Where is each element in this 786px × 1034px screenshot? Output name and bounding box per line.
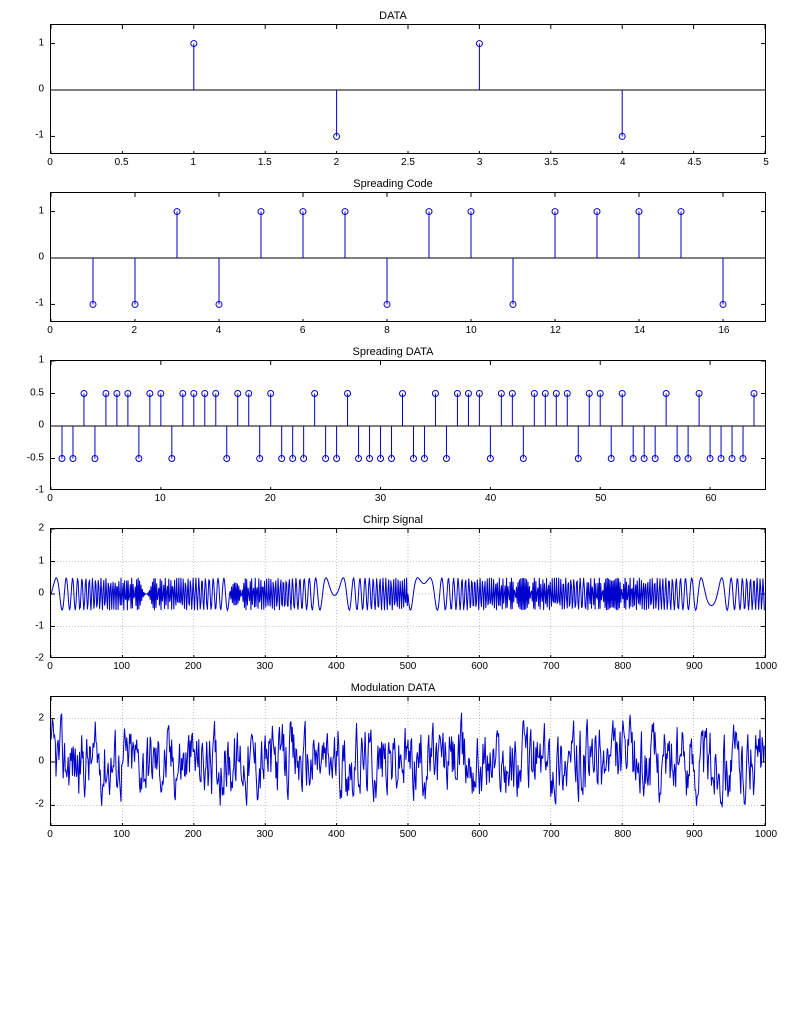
- panel-title-chirp: Chirp Signal: [10, 514, 776, 526]
- xtick-label: 60: [705, 490, 716, 504]
- xtick-label: 800: [614, 658, 631, 672]
- ytick-label: 0: [38, 252, 50, 263]
- xtick-label: 12: [550, 322, 561, 336]
- ytick-label: -1: [35, 130, 50, 141]
- xtick-label: 30: [375, 490, 386, 504]
- xtick-label: 3.5: [544, 154, 558, 168]
- xtick-label: 500: [400, 826, 417, 840]
- xtick-label: 100: [113, 826, 130, 840]
- panel-title-spreading_data: Spreading DATA: [10, 346, 776, 358]
- plot-area-data: [50, 24, 766, 154]
- xtick-label: 40: [485, 490, 496, 504]
- ytick-label: 0: [38, 420, 50, 431]
- xtick-label: 0: [47, 154, 53, 168]
- xtick-label: 700: [543, 658, 560, 672]
- xtick-label: 1000: [755, 658, 777, 672]
- panel-title-modulation: Modulation DATA: [10, 682, 776, 694]
- xtick-label: 500: [400, 658, 417, 672]
- xtick-label: 300: [256, 826, 273, 840]
- xtick-label: 900: [686, 826, 703, 840]
- ytick-label: 0: [38, 588, 50, 599]
- ytick-label: 1: [38, 205, 50, 216]
- ytick-label: 1: [38, 37, 50, 48]
- xtick-label: 0.5: [115, 154, 129, 168]
- xtick-label: 2: [334, 154, 340, 168]
- xtick-label: 4: [620, 154, 626, 168]
- ytick-label: -1: [35, 298, 50, 309]
- xtick-label: 50: [595, 490, 606, 504]
- xtick-label: 0: [47, 490, 53, 504]
- xtick-label: 10: [155, 490, 166, 504]
- xtick-label: 200: [185, 658, 202, 672]
- xtick-label: 2.5: [401, 154, 415, 168]
- ytick-label: -0.5: [27, 452, 50, 463]
- xtick-label: 300: [256, 658, 273, 672]
- xtick-label: 1: [190, 154, 196, 168]
- xtick-label: 600: [471, 658, 488, 672]
- panel-data: DATA -1 0 1 0 0.5 1 1.5 2 2.5 3 3.5 4 4.5 5: [10, 10, 776, 170]
- xtick-label: 6: [300, 322, 306, 336]
- ytick-label: 0: [38, 84, 50, 95]
- xtick-label: 700: [543, 826, 560, 840]
- xtick-label: 2: [131, 322, 137, 336]
- xtick-label: 1000: [755, 826, 777, 840]
- xtick-label: 400: [328, 826, 345, 840]
- xtick-label: 0: [47, 826, 53, 840]
- xtick-label: 5: [763, 154, 769, 168]
- xtick-label: 4.5: [687, 154, 701, 168]
- xtick-label: 1.5: [258, 154, 272, 168]
- ytick-label: 1: [38, 555, 50, 566]
- xtick-label: 100: [113, 658, 130, 672]
- ytick-label: -1: [35, 620, 50, 631]
- ytick-label: 0.5: [30, 387, 50, 398]
- xtick-label: 800: [614, 826, 631, 840]
- xtick-label: 20: [265, 490, 276, 504]
- panel-modulation: Modulation DATA -2 0 2 0 100 200 300 400 500 600 70…: [10, 682, 776, 842]
- xtick-label: 10: [466, 322, 477, 336]
- xtick-label: 16: [718, 322, 729, 336]
- panel-title-spreading_code: Spreading Code: [10, 178, 776, 190]
- plot-area-spreading_code: [50, 192, 766, 322]
- panel-title-data: DATA: [10, 10, 776, 22]
- ytick-label: 2: [38, 712, 50, 723]
- plot-area-chirp: [50, 528, 766, 658]
- panel-chirp: Chirp Signal-2-1012010020030040050060070…: [10, 514, 776, 674]
- plot-area-spreading_data: [50, 360, 766, 490]
- xtick-label: 14: [634, 322, 645, 336]
- xtick-label: 3: [477, 154, 483, 168]
- ytick-label: 0: [38, 756, 50, 767]
- panel-spreading_data: Spreading DATA-1-0.500.510102030405060: [10, 346, 776, 506]
- plot-area-modulation: [50, 696, 766, 826]
- xtick-label: 4: [216, 322, 222, 336]
- xtick-label: 900: [686, 658, 703, 672]
- xtick-label: 200: [185, 826, 202, 840]
- xtick-label: 0: [47, 658, 53, 672]
- xtick-label: 0: [47, 322, 53, 336]
- ytick-label: -2: [35, 799, 50, 810]
- ytick-label: 2: [38, 523, 50, 534]
- xtick-label: 8: [384, 322, 390, 336]
- xtick-label: 400: [328, 658, 345, 672]
- xtick-label: 600: [471, 826, 488, 840]
- ytick-label: 1: [38, 355, 50, 366]
- panel-spreading_code: Spreading Code-1010246810121416: [10, 178, 776, 338]
